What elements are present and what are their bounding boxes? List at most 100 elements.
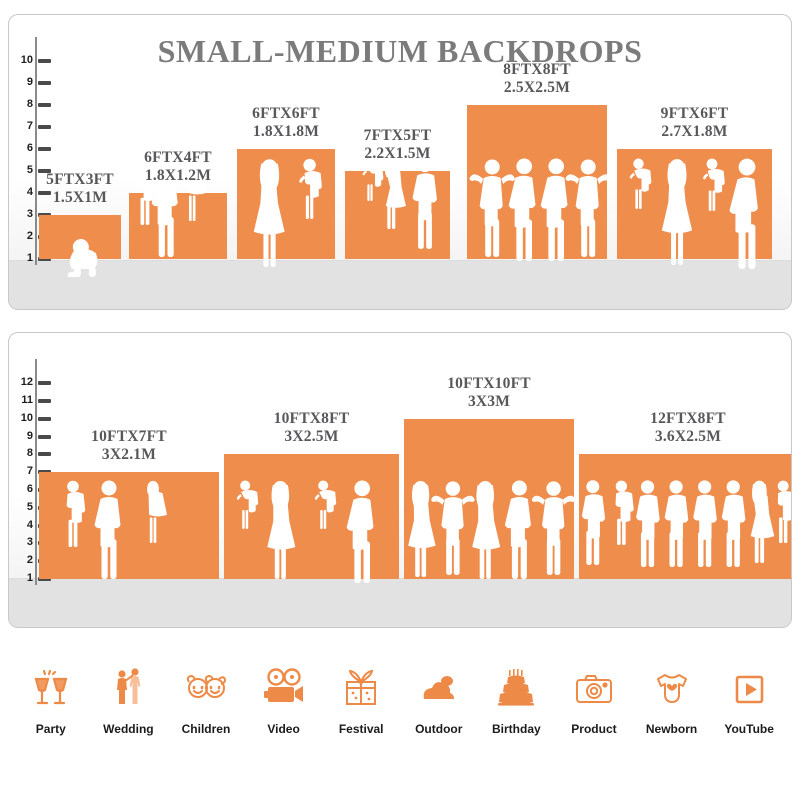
- play-button-icon: [726, 660, 772, 718]
- y-axis-tick-label: 10: [20, 54, 33, 66]
- page-title: SMALL-MEDIUM BACKDROPS: [157, 33, 643, 69]
- y-axis-tick: [38, 59, 51, 63]
- y-axis-tick: [38, 81, 51, 85]
- axis-spine: [35, 359, 37, 585]
- y-axis-tick: [38, 381, 51, 386]
- use-case-item[interactable]: YouTube: [710, 660, 788, 736]
- use-case-label: Outdoor: [415, 722, 463, 736]
- backdrop-size-bar[interactable]: [237, 149, 335, 259]
- baby-onesie-icon: [649, 660, 695, 718]
- bar-size-label: 8FTX8FT 2.5X2.5M: [447, 61, 627, 97]
- backdrop-size-bar[interactable]: [579, 454, 791, 579]
- y-axis-tick-label: 5: [26, 164, 33, 176]
- y-axis-tick-label: 9: [26, 429, 33, 442]
- use-case-item[interactable]: Video: [245, 660, 323, 736]
- bar-size-label: 10FTX10FT 3X3M: [399, 375, 579, 411]
- y-axis-tick-label: 7: [26, 120, 33, 132]
- y-axis-tick: [38, 103, 51, 107]
- backdrop-size-bar[interactable]: [129, 193, 227, 259]
- y-axis-tick-label: 3: [26, 208, 33, 220]
- floor-strip-top: [9, 260, 791, 309]
- bar-size-label: 10FTX8FT 3X2.5M: [222, 410, 402, 446]
- use-case-label: Children: [181, 722, 231, 736]
- bar-size-label: 12FTX8FT 3.6X2.5M: [598, 410, 778, 446]
- backdrop-size-bar[interactable]: [617, 149, 772, 259]
- cheers-glasses-icon: [28, 660, 74, 718]
- y-axis-tick: [38, 399, 51, 403]
- use-case-item[interactable]: Product: [555, 660, 633, 736]
- bar-label-feet: 8FTX8FT: [503, 61, 571, 78]
- cloud-icon: [416, 660, 462, 718]
- children-faces-icon: [183, 660, 229, 718]
- use-case-label: YouTube: [724, 722, 774, 736]
- bar-label-meters: 3X2.1M: [101, 446, 157, 464]
- y-axis-tick-label: 7: [26, 465, 33, 478]
- bar-size-label: 7FTX5FT 2.2X1.5M: [308, 127, 488, 163]
- floor-strip-bottom: [9, 578, 791, 627]
- backdrop-size-bar[interactable]: [224, 454, 399, 579]
- backdrop-size-bar[interactable]: [345, 171, 450, 259]
- bar-label-meters: 3X3M: [467, 392, 511, 410]
- use-case-item[interactable]: Party: [12, 660, 90, 736]
- bar-label-feet: 9FTX6FT: [660, 105, 729, 122]
- use-case-label: Newborn: [645, 722, 698, 736]
- backdrop-size-bar[interactable]: [39, 472, 219, 579]
- bar-label-meters: 1.5X1M: [52, 189, 108, 206]
- use-case-item[interactable]: Wedding: [90, 660, 168, 736]
- bar-label-meters: 1.8X1.2M: [144, 167, 212, 184]
- bar-label-feet: 10FTX7FT: [91, 428, 167, 446]
- use-case-label: Wedding: [103, 722, 154, 736]
- y-axis-tick: [38, 125, 51, 129]
- backdrop-size-bar[interactable]: [39, 215, 121, 259]
- bar-size-label: 6FTX4FT 1.8X1.2M: [88, 149, 268, 185]
- bar-label-meters: 2.5X2.5M: [503, 79, 571, 96]
- y-axis-tick: [38, 416, 51, 421]
- y-axis-tick-label: 3: [26, 536, 33, 549]
- y-axis-tick-label: 4: [26, 518, 33, 531]
- y-axis-tick: [38, 257, 51, 261]
- bar-label-feet: 7FTX5FT: [363, 127, 432, 144]
- use-case-item[interactable]: Outdoor: [400, 660, 478, 736]
- bar-label-feet: 5FTX3FT: [46, 171, 114, 188]
- use-case-item[interactable]: Newborn: [633, 660, 711, 736]
- wedding-couple-icon: [105, 660, 151, 718]
- y-axis-tick: [38, 452, 51, 457]
- y-axis-tick: [38, 434, 51, 439]
- y-axis-tick-label: 1: [26, 572, 33, 584]
- y-axis-tick-label: 6: [26, 483, 33, 495]
- movie-camera-icon: [261, 660, 307, 718]
- bar-label-meters: 2.7X1.8M: [661, 123, 728, 140]
- y-axis-tick: [38, 577, 51, 581]
- bar-label-meters: 3.6X2.5M: [654, 428, 722, 446]
- bar-label-meters: 1.8X1.8M: [252, 123, 320, 140]
- use-case-item[interactable]: Birthday: [478, 660, 556, 736]
- use-case-row: Party Wedding Children: [12, 660, 788, 760]
- y-axis-tick-label: 2: [26, 230, 33, 242]
- axis-spine: [35, 37, 37, 265]
- y-axis-tick-label: 12: [20, 376, 33, 389]
- bar-label-feet: 12FTX8FT: [650, 410, 726, 428]
- backdrop-size-bar[interactable]: [467, 105, 607, 259]
- use-case-label: Party: [35, 722, 66, 736]
- y-axis-tick: [38, 169, 51, 173]
- use-case-item[interactable]: Festival: [322, 660, 400, 736]
- y-axis-tick: [38, 191, 51, 195]
- bar-size-label: 6FTX6FT 1.8X1.8M: [196, 105, 376, 141]
- use-case-item[interactable]: Children: [167, 660, 245, 736]
- birthday-cake-icon: [493, 660, 539, 718]
- large-chart-panel: 1 2 3 4 5 6 7 8 9 10 11 12 10FTX7FT 3X2.1M: [8, 332, 792, 628]
- backdrop-size-bar[interactable]: [404, 418, 574, 579]
- y-axis-tick-label: 4: [26, 186, 33, 198]
- bar-label-feet: 6FTX6FT: [252, 105, 320, 122]
- camera-icon: [571, 660, 617, 718]
- bar-size-label: 5FTX3FT 1.5X1M: [9, 171, 170, 207]
- y-axis-tick-label: 10: [20, 411, 33, 424]
- bar-label-feet: 6FTX4FT: [144, 149, 212, 166]
- bar-label-meters: 2.2X1.5M: [364, 145, 431, 162]
- y-axis-tick-label: 8: [26, 447, 33, 460]
- y-axis-tick: [38, 147, 51, 151]
- gift-box-icon: [338, 660, 384, 718]
- use-case-label: Birthday: [492, 722, 541, 736]
- y-axis-tick-label: 8: [26, 98, 33, 110]
- use-case-label: Video: [267, 722, 300, 736]
